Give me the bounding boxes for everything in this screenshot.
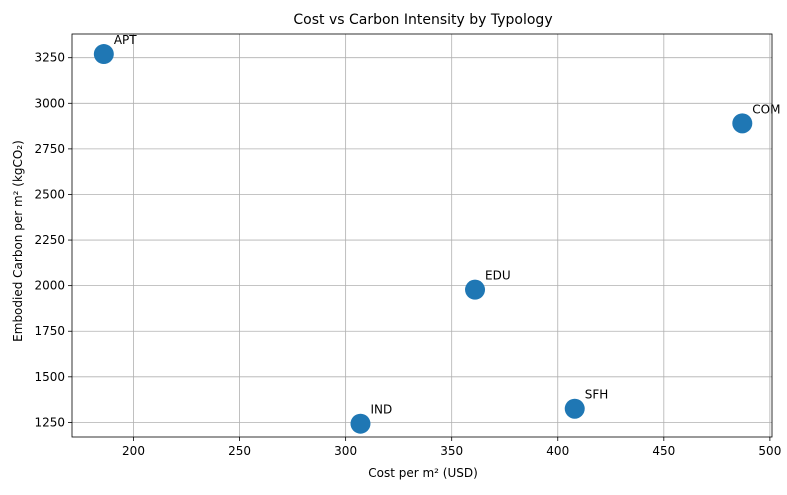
y-tick-label: 2500: [34, 187, 65, 201]
x-tick-label: 200: [122, 444, 145, 458]
point-label-sfh: SFH: [585, 388, 609, 402]
data-point-com: [732, 113, 753, 134]
y-tick-label: 2250: [34, 233, 65, 247]
x-tick-label: 400: [546, 444, 569, 458]
plot-frame: [71, 33, 773, 438]
x-tick-label: 450: [652, 444, 675, 458]
y-tick-label: 1500: [34, 370, 65, 384]
data-point-ind: [350, 413, 371, 434]
x-tick-label: 250: [228, 444, 251, 458]
y-tick-label: 2750: [34, 142, 65, 156]
chart-title: Cost vs Carbon Intensity by Typology: [293, 12, 552, 28]
point-label-ind: IND: [370, 403, 392, 417]
point-labels: APT COM EDU IND SFH: [114, 33, 781, 417]
data-points: [93, 44, 753, 434]
x-tick-label: 500: [758, 444, 781, 458]
x-axis-label: Cost per m² (USD): [368, 466, 478, 480]
y-tick-label: 1750: [34, 324, 65, 338]
y-tick-label: 1250: [34, 415, 65, 429]
x-tick-label: 350: [440, 444, 463, 458]
data-point-edu: [465, 279, 486, 300]
y-tick-label: 2000: [34, 279, 65, 293]
y-tick-label: 3250: [34, 51, 65, 65]
grid-lines: [72, 34, 772, 437]
y-tick-label: 3000: [34, 96, 65, 110]
point-label-com: COM: [752, 102, 780, 116]
data-point-sfh: [564, 398, 585, 419]
point-label-edu: EDU: [485, 269, 511, 283]
x-tick-label: 300: [334, 444, 357, 458]
data-point-apt: [93, 44, 114, 65]
point-label-apt: APT: [114, 33, 137, 47]
axis-ticks: 200 250 300 350 400 450 500 1250 1500 1750 2000 225…: [34, 51, 781, 458]
y-axis-label: Embodied Carbon per m² (kgCO₂): [11, 140, 25, 342]
